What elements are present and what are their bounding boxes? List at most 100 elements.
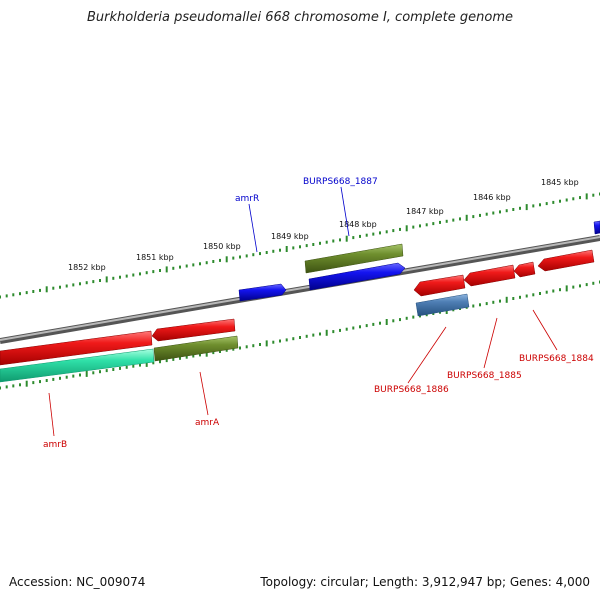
outer-ring-minor-tick <box>132 273 135 277</box>
outer-ring-minor-tick <box>445 219 448 223</box>
inner-ring-minor-tick <box>172 357 175 361</box>
outer-ring-minor-tick <box>539 203 541 207</box>
outer-ring-minor-tick <box>145 271 148 275</box>
inner-ring-minor-tick <box>319 332 321 336</box>
gene-red-cds-small[interactable] <box>513 261 536 278</box>
outer-ring-major-tick <box>405 225 408 232</box>
gene-label-amrB[interactable]: amrB <box>43 440 67 450</box>
inner-ring-major-tick <box>265 340 268 347</box>
outer-ring-minor-tick <box>25 291 28 295</box>
inner-ring-major-tick <box>25 380 28 387</box>
outer-ring-major-tick <box>525 204 528 211</box>
genome-summary-text: Topology: circular; Length: 3,912,947 bp… <box>260 575 590 589</box>
leader-amrR <box>248 203 258 253</box>
outer-ring-minor-tick <box>279 248 281 252</box>
leader-burps668-1884 <box>532 309 558 351</box>
reverse-strand-features <box>0 249 595 383</box>
inner-ring-minor-tick <box>365 324 368 328</box>
outer-ring-minor-tick <box>265 251 268 254</box>
gene-burps668-1886-red[interactable] <box>413 274 466 297</box>
outer-ring-minor-tick <box>252 253 255 257</box>
outer-ring-minor-tick <box>432 222 435 226</box>
gene-burps668-1887[interactable] <box>304 243 404 274</box>
outer-ring-minor-tick <box>459 217 461 221</box>
inner-ring-minor-tick <box>39 380 41 384</box>
leader-amrB <box>48 392 55 437</box>
outer-ring-minor-tick <box>5 294 8 298</box>
inner-ring-major-tick <box>145 360 148 367</box>
gene-amrA[interactable] <box>153 335 239 362</box>
outer-ring-minor-tick <box>319 241 321 245</box>
inner-ring-minor-tick <box>559 288 561 292</box>
kbp-label-1846: 1846 kbp <box>473 193 511 202</box>
gene-red-cds-left-2[interactable] <box>151 318 236 342</box>
gene-label-burps668-1887[interactable]: BURPS668_1887 <box>303 177 378 187</box>
inner-ring-major-tick <box>85 370 88 377</box>
outer-ring-minor-tick <box>152 270 155 274</box>
outer-ring-minor-tick <box>272 249 275 253</box>
inner-ring-major-tick <box>505 296 508 303</box>
outer-ring-minor-tick <box>572 197 575 201</box>
inner-ring-minor-tick <box>192 354 195 358</box>
outer-ring-minor-tick <box>519 206 521 210</box>
kbp-label-1852: 1852 kbp <box>68 263 106 272</box>
gene-amrR[interactable] <box>238 283 287 302</box>
outer-ring-major-tick <box>105 276 108 283</box>
kbp-label-1847: 1847 kbp <box>406 207 444 216</box>
inner-ring-minor-tick <box>92 371 95 375</box>
inner-ring-minor-tick <box>492 300 495 304</box>
outer-ring-major-tick <box>165 266 168 273</box>
gene-label-burps668-1886[interactable]: BURPS668_1886 <box>374 385 449 395</box>
outer-ring-minor-tick <box>312 243 315 246</box>
inner-ring-minor-tick <box>339 328 341 332</box>
gene-amrB[interactable] <box>0 348 155 383</box>
inner-ring-major-tick <box>325 329 328 336</box>
inner-ring-minor-tick <box>305 334 308 338</box>
outer-ring-minor-tick <box>559 199 561 203</box>
inner-ring-minor-tick <box>72 374 75 378</box>
outer-ring-major-tick <box>465 214 468 221</box>
inner-ring-minor-tick <box>59 376 61 380</box>
inner-ring-minor-tick <box>139 363 141 367</box>
inner-ring-minor-tick <box>32 381 35 385</box>
inner-ring-minor-tick <box>225 348 228 352</box>
inner-ring-minor-tick <box>285 338 288 342</box>
inner-ring-minor-tick <box>239 346 241 350</box>
outer-ring-minor-tick <box>119 275 121 279</box>
gene-blue-cds-1848[interactable] <box>308 262 406 291</box>
inner-ring-minor-tick <box>519 295 521 299</box>
outer-ring-minor-tick <box>359 234 361 238</box>
gene-blue-cds-edge[interactable] <box>593 220 600 235</box>
outer-ring-minor-tick <box>325 240 328 244</box>
inner-ring-minor-tick <box>292 337 295 341</box>
outer-ring-minor-tick <box>545 202 548 206</box>
gene-label-burps668-1885[interactable]: BURPS668_1885 <box>447 371 522 381</box>
inner-ring-minor-tick <box>65 375 68 379</box>
gene-burps668-1886[interactable] <box>415 293 470 317</box>
outer-ring-minor-tick <box>472 215 475 219</box>
gene-burps668-1884[interactable] <box>537 249 595 272</box>
gene-label-burps668-1884[interactable]: BURPS668_1884 <box>519 354 594 364</box>
gene-label-amrR[interactable]: amrR <box>235 194 259 204</box>
accession-text: Accession: NC_009074 <box>9 575 146 589</box>
inner-ring-minor-tick <box>532 293 535 297</box>
gene-label-amrA[interactable]: amrA <box>195 418 220 428</box>
outer-ring-minor-tick <box>332 239 335 243</box>
outer-ring-minor-tick <box>412 225 415 229</box>
outer-ring-minor-tick <box>392 229 395 233</box>
inner-ring-minor-tick <box>279 339 281 343</box>
inner-ring-minor-tick <box>352 326 355 330</box>
outer-ring-minor-tick <box>32 290 35 293</box>
gene-burps668-1885[interactable] <box>463 264 516 287</box>
outer-ring-minor-tick <box>199 262 201 266</box>
inner-ring-minor-tick <box>552 289 555 293</box>
outer-ring-minor-tick <box>565 198 568 202</box>
gene-red-cds-left-1[interactable] <box>0 330 153 366</box>
inner-ring-minor-tick <box>545 290 548 294</box>
leader-amrA <box>199 371 209 416</box>
genome-backbone-highlight <box>0 236 600 341</box>
outer-ring-minor-tick <box>485 212 488 216</box>
outer-ring-minor-tick <box>352 236 355 240</box>
outer-ring-minor-tick <box>72 283 75 287</box>
